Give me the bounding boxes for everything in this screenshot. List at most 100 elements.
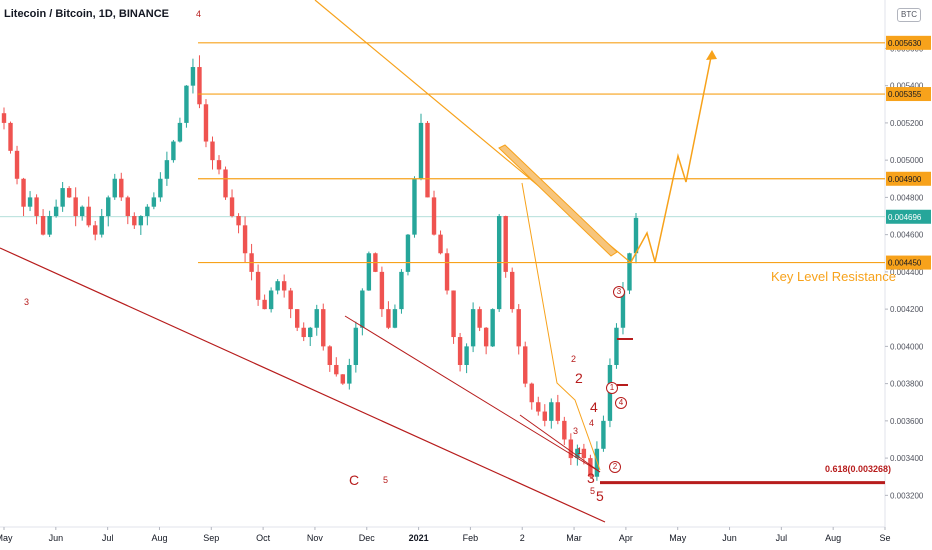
candle-body — [93, 225, 98, 235]
candle-body — [627, 253, 632, 291]
fib-annotation: 0.618(0.003268) — [825, 464, 892, 474]
wave-label: 4 — [589, 418, 595, 428]
candle-body — [457, 337, 463, 365]
x-tick-label: Se — [879, 533, 890, 543]
x-tick-label: Nov — [307, 533, 324, 543]
candle-body — [190, 67, 196, 86]
wedge-lower-line — [519, 414, 601, 473]
x-tick-label: Jun — [722, 533, 737, 543]
wave-label-circled: 2 — [609, 461, 621, 473]
level-price-tag — [886, 87, 931, 102]
wave-label: 3 — [24, 297, 30, 307]
y-tick-label: 0.004600 — [890, 231, 924, 240]
candle-body — [327, 346, 332, 365]
x-tick-label: Aug — [825, 533, 841, 543]
candle-body — [236, 216, 241, 226]
level-price-tag — [886, 255, 931, 270]
wave-label-circled: 1 — [606, 382, 618, 394]
candle-body — [21, 178, 26, 207]
candle-body — [334, 364, 339, 375]
y-tick-label: 0.005400 — [890, 82, 924, 91]
x-tick-label: 2 — [520, 533, 525, 543]
level-price-label: 0.004900 — [888, 175, 922, 184]
wave-label: 4 — [590, 399, 598, 415]
candle-body — [216, 160, 222, 170]
candle-body — [184, 85, 189, 123]
candle-body — [431, 197, 437, 235]
key-level-annotation: Key Level Resistance — [771, 269, 897, 284]
candle-body — [8, 122, 13, 151]
candle-body — [464, 346, 469, 365]
candle-body — [275, 281, 280, 291]
last-price-tag — [886, 209, 931, 224]
candle-body — [483, 327, 489, 347]
candle-body — [581, 448, 587, 459]
candle-body — [132, 216, 137, 226]
candle-body — [203, 104, 209, 142]
candle-body — [158, 178, 163, 198]
candle-body — [125, 197, 130, 217]
x-tick-label: Sep — [203, 533, 219, 543]
candle-body — [418, 122, 424, 179]
candle-body — [425, 122, 430, 198]
candle-body — [47, 216, 52, 235]
y-tick-label: 0.004400 — [890, 268, 924, 277]
y-tick-label: 0.003400 — [890, 454, 924, 463]
wave-count-path — [521, 182, 601, 471]
y-tick-label: 0.005000 — [890, 156, 924, 165]
wave-label: 2 — [571, 354, 577, 364]
x-tick-label: Oct — [256, 533, 271, 543]
candle-body — [53, 206, 59, 217]
y-tick-label: 0.003200 — [890, 491, 924, 500]
wedge-upper-line — [344, 315, 601, 473]
candle-body — [347, 364, 352, 384]
candle-body — [14, 150, 20, 179]
wave-label: 5 — [590, 486, 596, 496]
candle-body — [614, 327, 619, 365]
x-tick-label: Feb — [463, 533, 479, 543]
x-tick-label: Jul — [776, 533, 788, 543]
projection-arrow-icon — [706, 50, 717, 60]
candle-body — [386, 309, 391, 328]
x-tick-label: May — [0, 533, 13, 543]
candle-body — [412, 178, 417, 235]
level-price-label: 0.004450 — [888, 259, 922, 268]
candle-body — [119, 178, 124, 198]
candle-body — [314, 309, 319, 328]
candle-body — [477, 309, 482, 328]
x-tick-label: Apr — [619, 533, 633, 543]
x-tick-label: Jul — [102, 533, 114, 543]
wave-label: 3 — [587, 470, 595, 486]
candle-body — [73, 197, 78, 217]
level-price-label: 0.005355 — [888, 90, 922, 99]
candle-body — [392, 309, 398, 328]
candle-body — [27, 197, 33, 207]
x-tick-label: Mar — [566, 533, 582, 543]
candle-body — [321, 309, 326, 347]
projection-path — [630, 51, 713, 263]
candle-body — [536, 402, 541, 412]
y-tick-label: 0.003600 — [890, 417, 924, 426]
x-tick-label: 2021 — [409, 533, 429, 543]
candle-body — [281, 281, 287, 291]
candle-body — [106, 197, 111, 217]
candle-body — [164, 160, 170, 179]
candle-body — [542, 411, 547, 421]
candle-body — [210, 141, 215, 161]
candle-body — [451, 290, 456, 338]
currency-badge[interactable]: BTC — [897, 8, 921, 22]
candle-body — [523, 346, 528, 384]
candle-body — [177, 122, 183, 142]
y-tick-label: 0.004000 — [890, 342, 924, 351]
candle-body — [242, 225, 248, 254]
wave-label: 5 — [596, 488, 604, 504]
candle-body — [633, 217, 639, 254]
candle-body — [399, 271, 404, 310]
candle-body — [405, 234, 411, 272]
candle-body — [360, 290, 365, 328]
candle-body — [562, 420, 567, 440]
candle-body — [340, 374, 346, 384]
y-tick-label: 0.004200 — [890, 305, 924, 314]
